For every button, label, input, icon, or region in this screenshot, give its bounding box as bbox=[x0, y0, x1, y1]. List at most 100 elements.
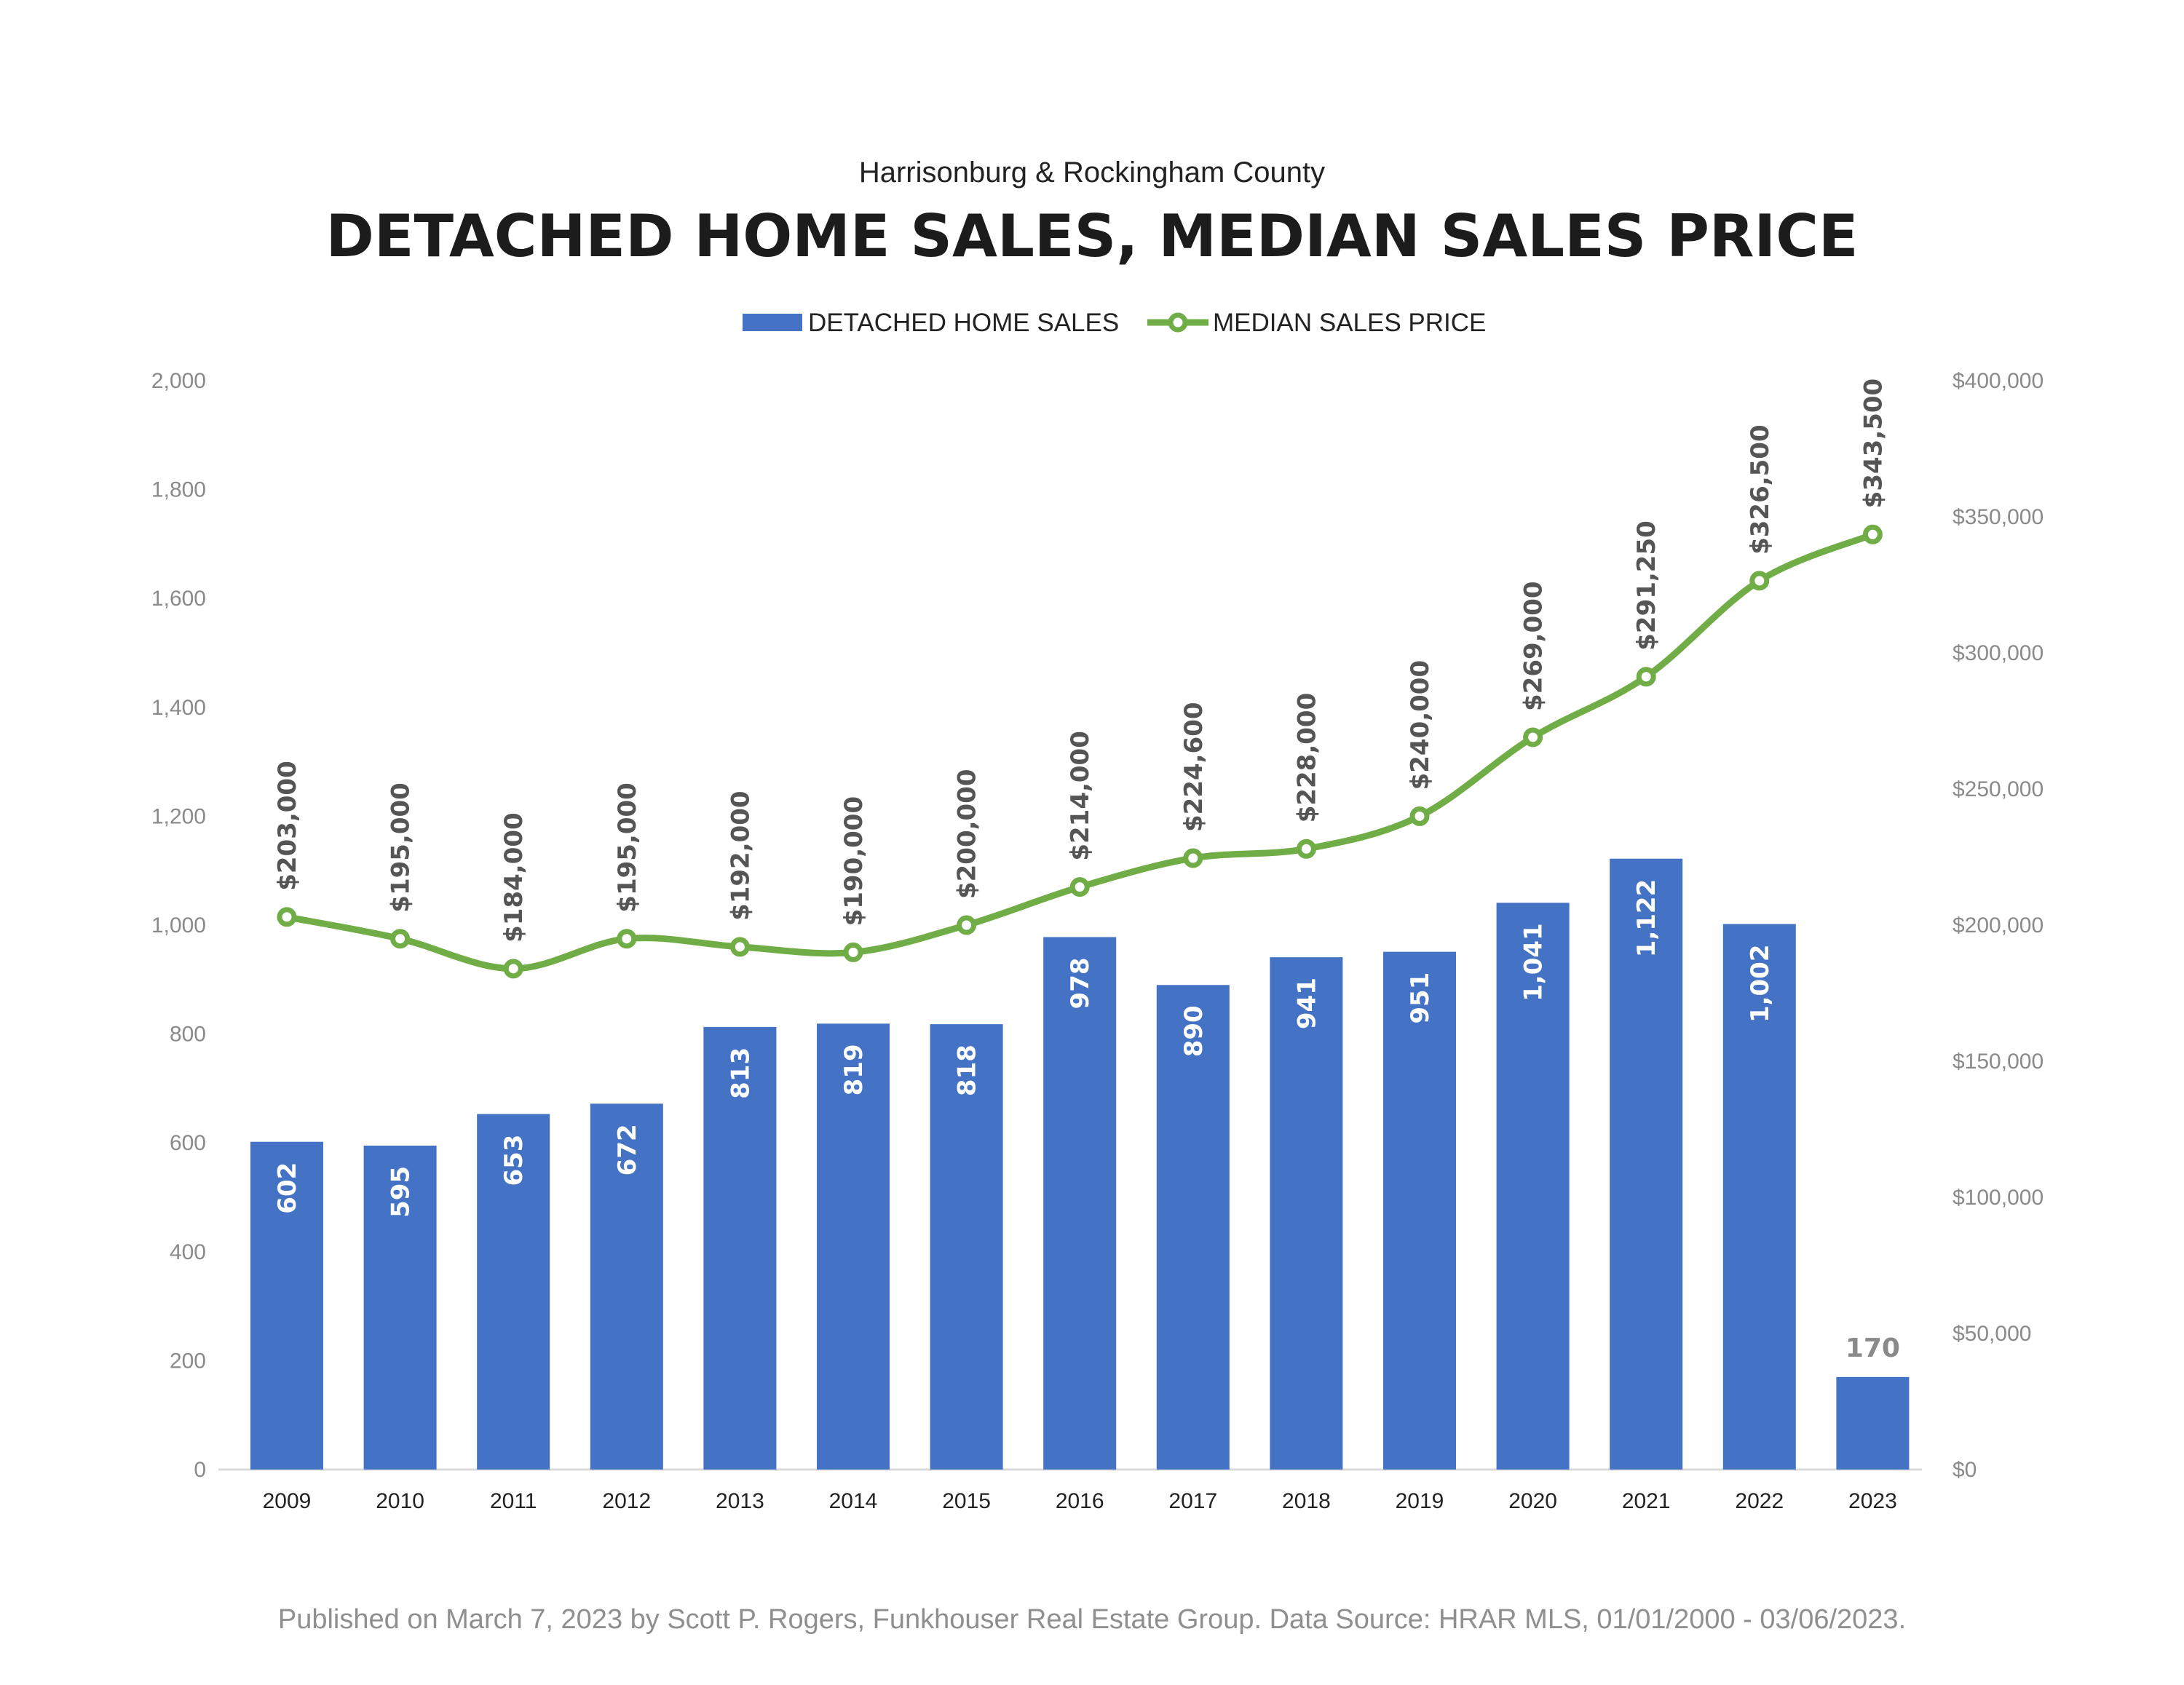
bar-value-label: 951 bbox=[1406, 972, 1435, 1024]
price-point bbox=[1183, 848, 1203, 868]
y-left-tick-label: 2,000 bbox=[151, 369, 206, 393]
line-series bbox=[277, 524, 1883, 979]
bar bbox=[930, 1024, 1003, 1470]
price-line bbox=[283, 531, 1876, 972]
price-point bbox=[617, 929, 637, 949]
price-point bbox=[1749, 571, 1770, 591]
bar bbox=[590, 1103, 663, 1470]
x-tick-label: 2021 bbox=[1622, 1489, 1671, 1513]
y-right-tick-label: $50,000 bbox=[1952, 1322, 2031, 1346]
y-left-tick-label: 400 bbox=[170, 1240, 206, 1264]
bar bbox=[1156, 985, 1230, 1470]
price-point bbox=[1862, 524, 1883, 544]
price-value-label: $184,000 bbox=[499, 812, 529, 943]
price-point bbox=[503, 959, 523, 979]
price-value-label: $326,500 bbox=[1746, 424, 1775, 555]
bar bbox=[363, 1145, 437, 1470]
price-value-label: $240,000 bbox=[1406, 660, 1435, 790]
legend-label-line: MEDIAN SALES PRICE bbox=[1213, 309, 1486, 337]
x-axis-ticks: 2009 2010 2011 2012 2013 2014 2015 2016 2017 2018… bbox=[263, 1489, 1897, 1513]
x-tick-label: 2013 bbox=[716, 1489, 764, 1513]
legend: DETACHED HOME SALES MEDIAN SALES PRICE bbox=[743, 309, 1486, 337]
x-tick-label: 2017 bbox=[1168, 1489, 1217, 1513]
y-left-tick-label: 1,600 bbox=[151, 587, 206, 611]
x-tick-label: 2020 bbox=[1508, 1489, 1557, 1513]
x-tick-label: 2022 bbox=[1735, 1489, 1784, 1513]
x-tick-label: 2012 bbox=[602, 1489, 651, 1513]
bar bbox=[817, 1023, 890, 1470]
y-right-tick-label: $150,000 bbox=[1952, 1050, 2043, 1074]
y-right-tick-label: $250,000 bbox=[1952, 777, 2043, 801]
bar-value-label: 890 bbox=[1179, 1005, 1208, 1057]
y-right-tick-label: $300,000 bbox=[1952, 641, 2043, 665]
price-point bbox=[957, 915, 977, 935]
price-point bbox=[1636, 667, 1656, 687]
y-axis-right: $0 $50,000 $100,000 $150,000 $200,000 $250,00… bbox=[1952, 369, 2043, 1482]
legend-label-bars: DETACHED HOME SALES bbox=[808, 309, 1119, 337]
price-point bbox=[843, 942, 863, 962]
x-tick-label: 2016 bbox=[1056, 1489, 1104, 1513]
bar bbox=[1383, 951, 1456, 1470]
price-point bbox=[1523, 727, 1543, 748]
bar-value-label: 595 bbox=[387, 1166, 416, 1218]
price-value-label: $200,000 bbox=[953, 769, 982, 899]
x-tick-label: 2023 bbox=[1848, 1489, 1897, 1513]
price-point bbox=[1069, 877, 1090, 897]
bar bbox=[477, 1114, 550, 1470]
price-value-label: $269,000 bbox=[1519, 581, 1548, 711]
price-point bbox=[729, 937, 750, 957]
x-tick-label: 2014 bbox=[829, 1489, 878, 1513]
bar bbox=[1610, 858, 1683, 1470]
chart-title: DETACHED HOME SALES, MEDIAN SALES PRICE bbox=[325, 202, 1858, 270]
bar-value-label: 1,041 bbox=[1519, 923, 1548, 1002]
price-point bbox=[1296, 838, 1316, 859]
bar bbox=[1722, 924, 1796, 1470]
y-left-tick-label: 1,200 bbox=[151, 804, 206, 828]
y-left-tick-label: 200 bbox=[170, 1349, 206, 1373]
bar bbox=[1043, 937, 1117, 1470]
price-point bbox=[1409, 806, 1430, 826]
x-tick-label: 2015 bbox=[942, 1489, 991, 1513]
y-axis-left: 0 200 400 600 800 1,000 1,200 1,400 1,600 1,800 2,… bbox=[151, 369, 206, 1482]
chart-subtitle: Harrisonburg & Rockingham County bbox=[859, 156, 1325, 189]
x-tick-label: 2010 bbox=[376, 1489, 424, 1513]
bar-value-label: 653 bbox=[499, 1135, 529, 1186]
bar bbox=[1836, 1376, 1910, 1470]
bar-series bbox=[250, 858, 1910, 1470]
price-value-label: $192,000 bbox=[726, 790, 755, 921]
line-value-labels: $203,000 $195,000 $184,000 $195,000 $192,000… bbox=[273, 378, 1888, 943]
y-left-tick-label: 600 bbox=[170, 1131, 206, 1155]
y-left-tick-label: 0 bbox=[194, 1458, 206, 1482]
legend-swatch-marker bbox=[1168, 312, 1188, 333]
bar-value-labels: 602 595 653 672 813 819 818 978 890 941 951 1,041 1,… bbox=[273, 879, 1900, 1363]
price-value-label: $195,000 bbox=[613, 782, 642, 913]
bar bbox=[703, 1026, 777, 1470]
bar-value-label: 941 bbox=[1292, 978, 1321, 1029]
bar-value-label: 170 bbox=[1845, 1333, 1900, 1363]
price-value-label: $343,500 bbox=[1859, 378, 1888, 509]
y-right-tick-label: $100,000 bbox=[1952, 1186, 2043, 1210]
price-value-label: $195,000 bbox=[387, 782, 416, 913]
x-tick-label: 2019 bbox=[1396, 1489, 1444, 1513]
bar-value-label: 672 bbox=[613, 1124, 642, 1175]
y-left-tick-label: 800 bbox=[170, 1023, 206, 1047]
y-right-tick-label: $350,000 bbox=[1952, 505, 2043, 529]
price-value-label: $203,000 bbox=[273, 761, 302, 891]
bar-value-label: 818 bbox=[953, 1044, 982, 1096]
price-value-label: $224,600 bbox=[1179, 702, 1208, 832]
y-right-tick-label: $400,000 bbox=[1952, 369, 2043, 393]
x-tick-label: 2018 bbox=[1282, 1489, 1331, 1513]
y-right-tick-label: $0 bbox=[1952, 1458, 1977, 1482]
x-tick-label: 2011 bbox=[490, 1489, 537, 1513]
price-value-label: $190,000 bbox=[839, 796, 869, 927]
bar-value-label: 819 bbox=[839, 1044, 869, 1095]
bar-value-label: 602 bbox=[273, 1162, 302, 1214]
price-point bbox=[390, 929, 411, 949]
bar-value-label: 978 bbox=[1066, 957, 1095, 1009]
bar bbox=[1496, 903, 1570, 1470]
x-tick-label: 2009 bbox=[263, 1489, 312, 1513]
price-value-label: $214,000 bbox=[1066, 731, 1095, 861]
y-left-tick-label: 1,400 bbox=[151, 696, 206, 720]
bar-value-label: 1,002 bbox=[1746, 945, 1775, 1023]
